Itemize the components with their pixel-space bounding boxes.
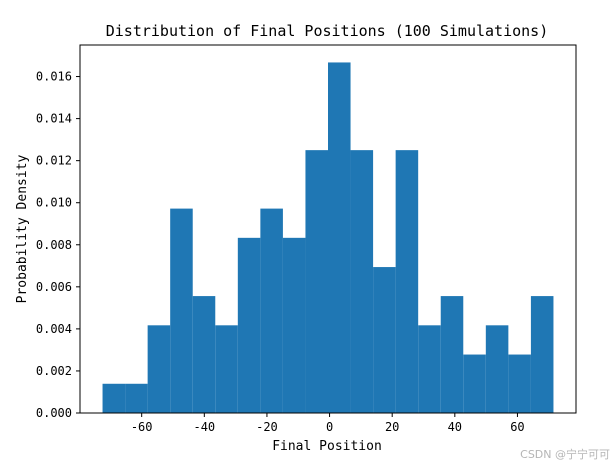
y-tick-label: 0.002 [36,364,72,378]
y-tick-label: 0.012 [36,154,72,168]
histogram-bar [350,150,374,413]
bars-group [102,62,554,414]
y-tick-label: 0.000 [36,406,72,420]
histogram-bar [147,325,171,413]
histogram-bar [485,325,509,413]
histogram-bar [102,383,126,413]
histogram-bar [440,296,464,413]
histogram-bar [282,237,306,413]
y-tick-label: 0.016 [36,70,72,84]
y-tick-label: 0.006 [36,280,72,294]
histogram-bar [305,150,328,413]
histogram-bar [463,354,486,413]
histogram-bar [170,208,193,413]
histogram-bar [530,296,554,413]
x-axis: -60 -40 -20 0 20 40 60 [131,413,525,434]
y-axis-label: Probability Density [15,154,30,303]
histogram-bar [215,325,238,413]
y-tick-label: 0.014 [36,112,72,126]
x-axis-label: Final Position [272,439,382,454]
histogram-bar [418,325,441,413]
x-tick-label: 20 [385,420,399,434]
x-tick-label: 40 [448,420,462,434]
y-tick-label: 0.004 [36,322,72,336]
y-tick-label: 0.008 [36,238,72,252]
x-tick-label: 60 [510,420,524,434]
x-tick-label: -20 [256,420,278,434]
x-tick-label: -60 [131,420,153,434]
histogram-bar [373,267,396,413]
y-axis: 0.000 0.002 0.004 0.006 0.008 0.010 0.012 0.014… [36,70,80,420]
histogram-bar [192,296,216,413]
chart-title: Distribution of Final Positions (100 Sim… [106,22,549,40]
histogram-bar [260,208,283,413]
histogram-bar [395,150,419,413]
histogram-bar [328,62,351,414]
x-tick-label: -40 [193,420,215,434]
y-tick-label: 0.010 [36,196,72,210]
plot-frame [79,44,577,414]
x-tick-label: 0 [326,420,333,434]
histogram-bar [125,383,148,413]
histogram-bar [237,237,261,413]
histogram-bar [508,354,531,413]
watermark: CSDN @宁宁可可 [520,447,610,461]
